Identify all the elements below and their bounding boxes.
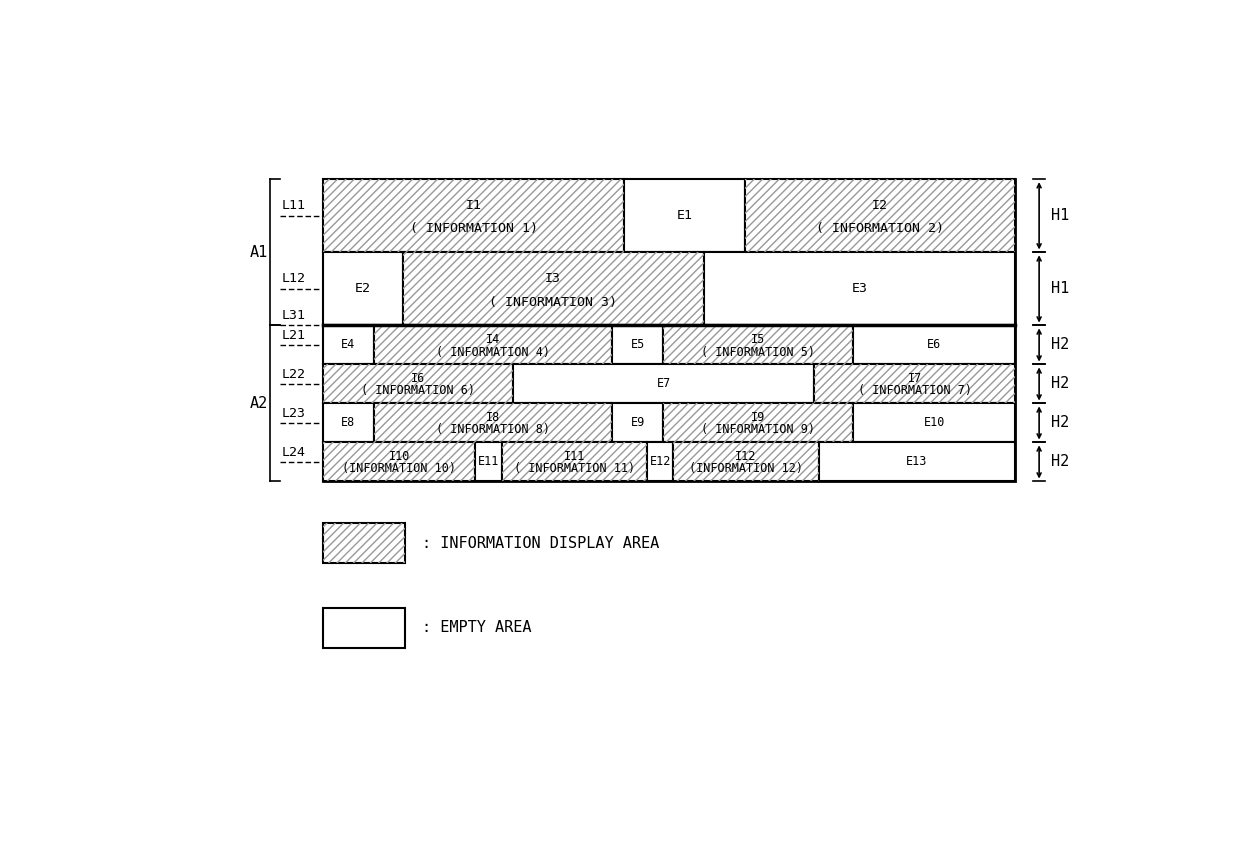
Text: L21: L21 bbox=[281, 328, 306, 342]
Text: H1: H1 bbox=[1050, 281, 1069, 296]
Bar bbox=[745, 179, 1016, 252]
Text: E4: E4 bbox=[341, 338, 356, 351]
Text: ( INFORMATION 2): ( INFORMATION 2) bbox=[816, 223, 944, 235]
Bar bbox=[373, 326, 613, 365]
Text: I2: I2 bbox=[872, 199, 888, 212]
Text: I8: I8 bbox=[486, 411, 500, 424]
Bar bbox=[673, 442, 818, 481]
Bar bbox=[324, 442, 475, 481]
Text: E5: E5 bbox=[630, 338, 645, 351]
Text: ( INFORMATION 1): ( INFORMATION 1) bbox=[409, 223, 538, 235]
Text: H2: H2 bbox=[1050, 338, 1069, 353]
Text: L22: L22 bbox=[281, 368, 306, 381]
Bar bbox=[324, 523, 404, 563]
Bar bbox=[502, 442, 647, 481]
Bar bbox=[663, 326, 853, 365]
Bar bbox=[324, 365, 513, 403]
Bar bbox=[324, 365, 513, 403]
Text: I10: I10 bbox=[388, 450, 410, 463]
Text: ( INFORMATION 3): ( INFORMATION 3) bbox=[490, 295, 618, 309]
Bar bbox=[324, 179, 624, 252]
Bar bbox=[324, 179, 624, 252]
Bar bbox=[613, 403, 663, 442]
Text: I3: I3 bbox=[546, 273, 562, 285]
Text: H1: H1 bbox=[1050, 208, 1069, 224]
Text: I11: I11 bbox=[564, 450, 585, 463]
Text: L12: L12 bbox=[281, 272, 306, 285]
Text: I4: I4 bbox=[486, 333, 500, 346]
Bar bbox=[373, 403, 613, 442]
Text: I6: I6 bbox=[412, 372, 425, 385]
Bar bbox=[324, 523, 404, 563]
Text: ( INFORMATION 6): ( INFORMATION 6) bbox=[361, 385, 475, 398]
Bar bbox=[373, 326, 613, 365]
Text: L24: L24 bbox=[281, 446, 306, 459]
Text: E10: E10 bbox=[924, 416, 945, 430]
Bar bbox=[853, 403, 1016, 442]
Text: E8: E8 bbox=[341, 416, 356, 430]
Text: (INFORMATION 10): (INFORMATION 10) bbox=[342, 463, 456, 475]
Text: E13: E13 bbox=[906, 456, 928, 468]
Bar bbox=[663, 403, 853, 442]
Text: I1: I1 bbox=[466, 199, 481, 212]
Bar bbox=[403, 252, 704, 326]
Text: ( INFORMATION 7): ( INFORMATION 7) bbox=[858, 385, 972, 398]
Bar bbox=[324, 252, 403, 326]
Bar bbox=[324, 442, 475, 481]
Bar bbox=[818, 442, 1016, 481]
Text: E9: E9 bbox=[630, 416, 645, 430]
Text: H2: H2 bbox=[1050, 415, 1069, 430]
Bar bbox=[373, 403, 613, 442]
Text: E2: E2 bbox=[355, 283, 371, 295]
Bar bbox=[324, 608, 404, 648]
Text: A2: A2 bbox=[249, 396, 268, 411]
Text: I12: I12 bbox=[735, 450, 756, 463]
Text: ( INFORMATION 9): ( INFORMATION 9) bbox=[701, 424, 815, 436]
Text: ( INFORMATION 8): ( INFORMATION 8) bbox=[436, 424, 551, 436]
Text: : EMPTY AREA: : EMPTY AREA bbox=[422, 620, 532, 636]
Bar bbox=[324, 326, 373, 365]
Text: ( INFORMATION 11): ( INFORMATION 11) bbox=[513, 463, 635, 475]
Bar bbox=[663, 326, 853, 365]
Text: I7: I7 bbox=[908, 372, 921, 385]
Bar bbox=[624, 179, 745, 252]
Text: L31: L31 bbox=[281, 309, 306, 322]
Bar bbox=[502, 442, 647, 481]
Bar bbox=[475, 442, 502, 481]
Text: H2: H2 bbox=[1050, 376, 1069, 392]
Text: I5: I5 bbox=[751, 333, 765, 346]
Text: E3: E3 bbox=[852, 283, 868, 295]
Bar bbox=[745, 179, 1016, 252]
Bar bbox=[513, 365, 815, 403]
Bar bbox=[324, 179, 1016, 481]
Bar bbox=[815, 365, 1016, 403]
Bar bbox=[815, 365, 1016, 403]
Text: I9: I9 bbox=[751, 411, 765, 424]
Bar bbox=[704, 252, 1016, 326]
Bar bbox=[613, 326, 663, 365]
Bar bbox=[673, 442, 818, 481]
Bar bbox=[663, 403, 853, 442]
Text: (INFORMATION 12): (INFORMATION 12) bbox=[689, 463, 804, 475]
Text: ( INFORMATION 4): ( INFORMATION 4) bbox=[436, 345, 551, 359]
Text: L11: L11 bbox=[281, 199, 306, 212]
Text: L23: L23 bbox=[281, 407, 306, 419]
Text: E11: E11 bbox=[477, 456, 500, 468]
Text: E7: E7 bbox=[657, 377, 671, 391]
Bar bbox=[647, 442, 673, 481]
Bar bbox=[324, 403, 373, 442]
Text: E6: E6 bbox=[928, 338, 941, 351]
Bar bbox=[853, 326, 1016, 365]
Text: : INFORMATION DISPLAY AREA: : INFORMATION DISPLAY AREA bbox=[422, 536, 660, 550]
Text: E1: E1 bbox=[677, 209, 693, 222]
Text: E12: E12 bbox=[650, 456, 671, 468]
Text: ( INFORMATION 5): ( INFORMATION 5) bbox=[701, 345, 815, 359]
Bar bbox=[403, 252, 704, 326]
Text: A1: A1 bbox=[249, 245, 268, 260]
Text: H2: H2 bbox=[1050, 454, 1069, 469]
